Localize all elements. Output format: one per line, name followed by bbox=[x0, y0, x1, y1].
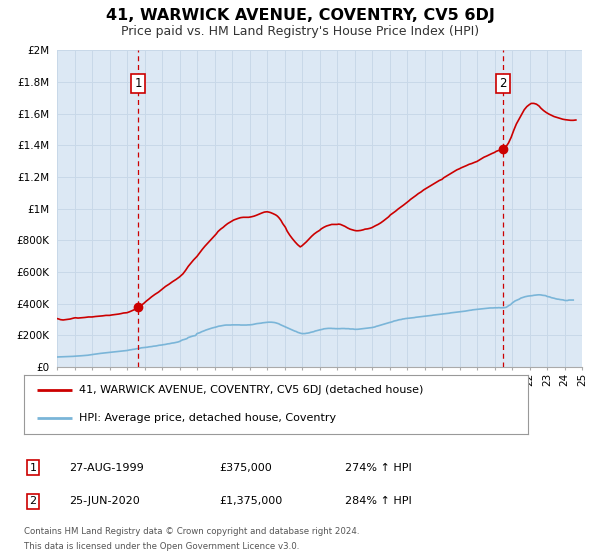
Text: £375,000: £375,000 bbox=[219, 463, 272, 473]
Text: Contains HM Land Registry data © Crown copyright and database right 2024.: Contains HM Land Registry data © Crown c… bbox=[24, 528, 359, 536]
Text: 27-AUG-1999: 27-AUG-1999 bbox=[69, 463, 144, 473]
Text: 41, WARWICK AVENUE, COVENTRY, CV5 6DJ: 41, WARWICK AVENUE, COVENTRY, CV5 6DJ bbox=[106, 8, 494, 24]
Text: HPI: Average price, detached house, Coventry: HPI: Average price, detached house, Cove… bbox=[79, 413, 337, 423]
Text: 284% ↑ HPI: 284% ↑ HPI bbox=[345, 496, 412, 506]
Text: 1: 1 bbox=[29, 463, 37, 473]
Text: 2: 2 bbox=[29, 496, 37, 506]
Text: 2: 2 bbox=[499, 77, 506, 90]
Text: 25-JUN-2020: 25-JUN-2020 bbox=[69, 496, 140, 506]
Text: 41, WARWICK AVENUE, COVENTRY, CV5 6DJ (detached house): 41, WARWICK AVENUE, COVENTRY, CV5 6DJ (d… bbox=[79, 385, 424, 395]
Text: 1: 1 bbox=[134, 77, 142, 90]
Text: This data is licensed under the Open Government Licence v3.0.: This data is licensed under the Open Gov… bbox=[24, 542, 299, 551]
Text: £1,375,000: £1,375,000 bbox=[219, 496, 282, 506]
Text: 274% ↑ HPI: 274% ↑ HPI bbox=[345, 463, 412, 473]
Text: Price paid vs. HM Land Registry's House Price Index (HPI): Price paid vs. HM Land Registry's House … bbox=[121, 25, 479, 38]
